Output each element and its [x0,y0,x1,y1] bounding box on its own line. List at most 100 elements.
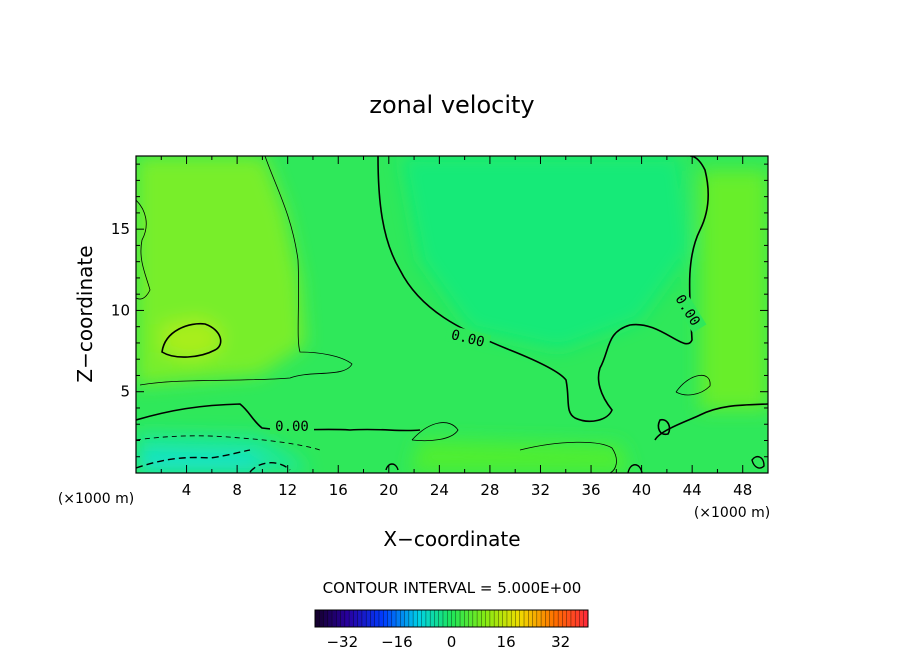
colorbar-swatch [421,610,427,627]
colorbar-swatch [532,610,538,627]
colorbar-swatch [536,610,542,627]
colorbar-swatch [528,610,533,627]
x-tick-label: 28 [480,481,499,499]
colorbar-swatch [579,610,585,627]
contour-thin-bottom-mid [411,422,459,442]
colorbar-swatch [549,610,555,627]
colorbar-swatch [464,610,469,627]
y-tick-label: 10 [111,301,130,319]
colorbar-swatch [336,610,341,627]
colorbar-swatch [417,610,422,627]
x-tick-label: 12 [278,481,297,499]
colorbar-swatch [545,610,550,627]
x-unit-right: (×1000 m) [694,505,770,521]
x-tick-label: 24 [430,481,449,499]
contour-thin-right-blob [675,375,711,396]
contour-label: 0.00 [275,419,309,435]
colorbar-swatch [378,610,384,627]
colorbar-tick-label: −32 [326,633,358,651]
contour-zero-center [377,156,710,422]
x-tick-label: 44 [683,481,702,499]
colorbar-swatch [332,610,337,627]
contour-dashed-low [136,449,251,469]
contour-zero-bump-b [654,403,768,441]
colorbar-swatch [370,610,376,627]
colorbar-swatch [519,610,525,627]
colorbar-swatch [524,610,529,627]
x-unit-left: (×1000 m) [58,491,134,507]
x-tick-label: 8 [232,481,242,499]
colorbar-swatch [400,610,405,627]
contour-small-loop-b [751,455,765,469]
colorbar-swatch [451,610,457,627]
colorbar-tick-label: 0 [447,633,457,651]
colorbar-swatch [489,610,495,627]
colorbar-swatch [460,610,465,627]
contour-thin-left [139,156,353,386]
contour-small-loop-a [385,463,399,471]
colorbar-swatch [349,610,354,627]
colorbar-swatch [438,610,444,627]
colorbar-swatch [498,610,503,627]
colorbar-swatch [353,610,358,627]
colorbar-swatch [434,610,440,627]
colorbar-frame [314,609,589,628]
contour-dashed-bottom [249,462,291,473]
x-tick-label: 36 [581,481,600,499]
colorbar-swatch [570,610,576,627]
colorbar-tick-label: 32 [551,633,570,651]
colorbar-swatch [315,610,320,627]
colorbar-swatch [468,610,474,627]
plot-frame [135,155,769,474]
x-tick-label: 48 [733,481,752,499]
colorbar-swatch [340,610,346,627]
colorbar-swatch [323,610,329,627]
colorbar-swatch [327,610,333,627]
colorbar-swatch [477,610,482,627]
colorbar-swatch [515,610,521,627]
field-region-max-positive [160,318,222,360]
colorbar-swatch [566,610,572,627]
contour-label: 0.00 [449,327,486,351]
colorbar-swatch [558,610,563,627]
contour-zero-bump-a [657,418,671,436]
colorbar-swatch [413,610,418,627]
y-tick-label: 5 [120,383,130,401]
velocity-field [136,156,768,473]
colorbar-swatch [583,610,589,627]
colorbar-swatch [541,610,546,627]
colorbar-swatch [396,610,401,627]
colorbar-swatch [344,610,350,627]
colorbar-swatch [455,610,461,627]
colorbar-tick-label: −16 [381,633,413,651]
colorbar-swatch [366,610,371,627]
x-tick-label: 32 [531,481,550,499]
colorbar-swatch [511,610,516,627]
colorbar-swatch [387,610,393,627]
colorbar-swatch [472,610,478,627]
x-tick-label: 20 [379,481,398,499]
colorbar-swatch [506,610,512,627]
colorbar-swatch [485,610,491,627]
colorbar-swatch [408,610,414,627]
colorbar-swatch [575,610,580,627]
colorbar-swatch [391,610,397,627]
colorbar-tick-label: 16 [497,633,516,651]
x-axis-label: X−coordinate [383,527,520,551]
contour-thin-bottom-right [519,441,617,473]
x-tick-label: 16 [329,481,348,499]
colorbar-swatch [502,610,508,627]
x-tick-label: 4 [182,481,192,499]
colorbar-swatch [430,610,435,627]
y-axis-label: Z−coordinate [73,245,97,382]
colorbar-swatch [383,610,388,627]
field-region-upper-negative [400,156,690,350]
colorbar-swatch [494,610,499,627]
colorbar-swatch [361,610,367,627]
contour-zero-loop [161,322,222,358]
contour-interval: CONTOUR INTERVAL = 5.000E+00 [323,579,582,597]
colorbar-swatch [481,610,486,627]
y-tick-label: 15 [111,220,130,238]
